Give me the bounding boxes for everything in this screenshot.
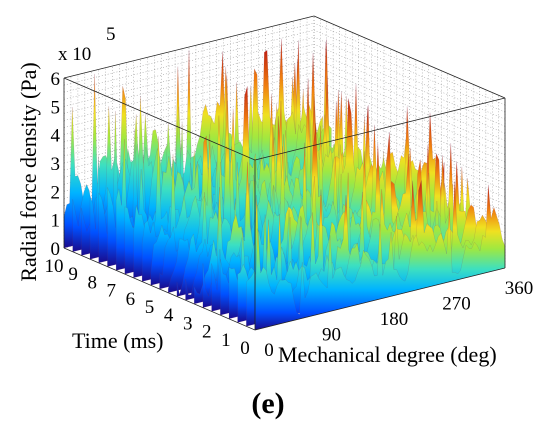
gridline	[63, 100, 315, 164]
x-axis-label: Mechanical degree (deg)	[278, 342, 497, 367]
z-tick-label: 6	[51, 69, 61, 90]
surface	[63, 38, 506, 331]
z-tick-label: 3	[51, 154, 61, 175]
y-tick-label: 3	[183, 313, 193, 334]
z-tick-label: 5	[51, 97, 61, 118]
box-edge	[254, 97, 506, 161]
box-edge	[63, 15, 315, 79]
y-tick-label: 2	[202, 322, 212, 343]
gridline	[63, 65, 315, 128]
gridline	[63, 86, 315, 150]
gridline	[63, 37, 315, 100]
box-edge	[63, 77, 256, 161]
gridline	[63, 29, 315, 93]
gridline	[63, 79, 315, 142]
y-tick-label: 9	[68, 264, 78, 285]
y-tick-label: 6	[126, 289, 136, 310]
axis-box	[63, 15, 506, 331]
z-axis-label: Radial force density (Pa)	[16, 62, 41, 281]
gridline	[63, 93, 315, 157]
gridline	[63, 72, 315, 135]
x-tick-label: 180	[380, 309, 409, 330]
y-axis-label: Time (ms)	[72, 328, 163, 353]
z-tick-label: 2	[51, 182, 61, 203]
x-tick-label: 0	[264, 340, 274, 361]
y-tick-label: 5	[145, 297, 155, 318]
z-tick-label: 0	[51, 239, 61, 260]
x-tick-label: 270	[442, 294, 471, 315]
box-edge	[313, 15, 506, 99]
surface-ridge	[254, 184, 506, 331]
z-tick-label: 1	[51, 211, 61, 232]
box-edge	[254, 267, 506, 331]
y-tick-label: 7	[107, 281, 117, 302]
gridline	[63, 22, 315, 86]
y-tick-label: 4	[164, 305, 174, 326]
x-tick-label: 360	[505, 278, 534, 299]
gridline	[63, 51, 315, 114]
z-multiplier-label: x 10	[58, 44, 91, 65]
z-multiplier-exponent: 5	[106, 24, 116, 45]
x-tick-label: 90	[322, 325, 341, 346]
z-tick-label: 4	[51, 126, 61, 147]
y-tick-label: 1	[221, 330, 231, 351]
box-edge	[63, 247, 256, 331]
y-tick-label: 0	[240, 338, 250, 359]
y-tick-label: 8	[87, 272, 97, 293]
y-tick-label: 10	[45, 256, 64, 277]
panel-label: (e)	[251, 387, 284, 420]
gridline	[63, 58, 315, 121]
